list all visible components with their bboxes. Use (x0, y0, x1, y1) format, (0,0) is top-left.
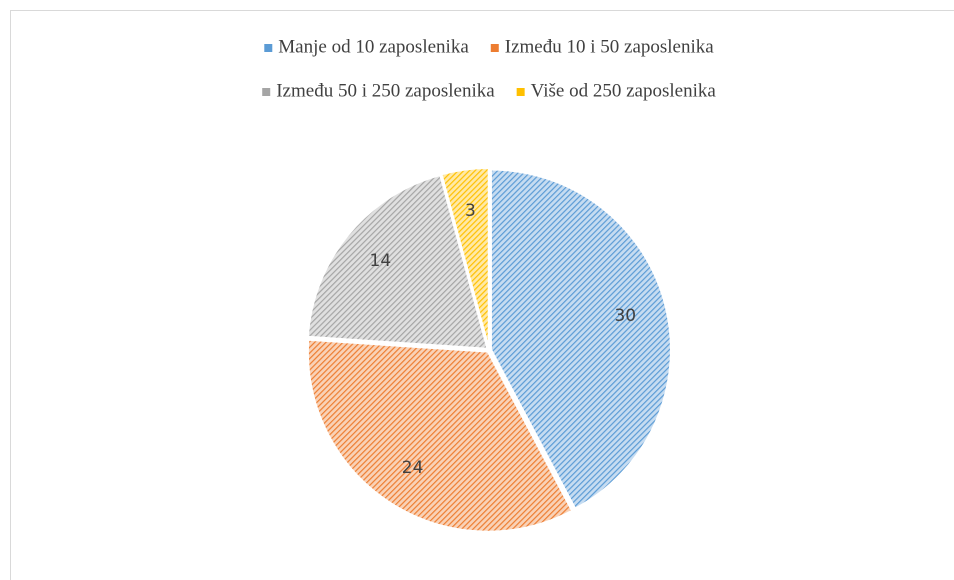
pie-slice (440, 167, 490, 349)
legend-swatch (490, 44, 499, 52)
legend-label: Više od 250 zaposlenika (531, 80, 717, 101)
legend-swatch (262, 88, 271, 96)
pie-slice (489, 168, 672, 510)
legend-label: Između 10 i 50 zaposlenika (505, 36, 715, 57)
legend-swatch (516, 88, 525, 96)
data-label: 3 (465, 201, 476, 221)
legend-label: Između 50 i 250 zaposlenika (276, 80, 495, 101)
chart-frame (10, 10, 954, 580)
data-label: 14 (370, 251, 392, 271)
legend-swatch (264, 44, 273, 52)
pie-slice (306, 173, 489, 350)
legend-label: Manje od 10 zaposlenika (278, 36, 469, 57)
pie-slice (306, 338, 574, 533)
data-label: 30 (614, 306, 636, 326)
data-label: 24 (402, 458, 424, 478)
